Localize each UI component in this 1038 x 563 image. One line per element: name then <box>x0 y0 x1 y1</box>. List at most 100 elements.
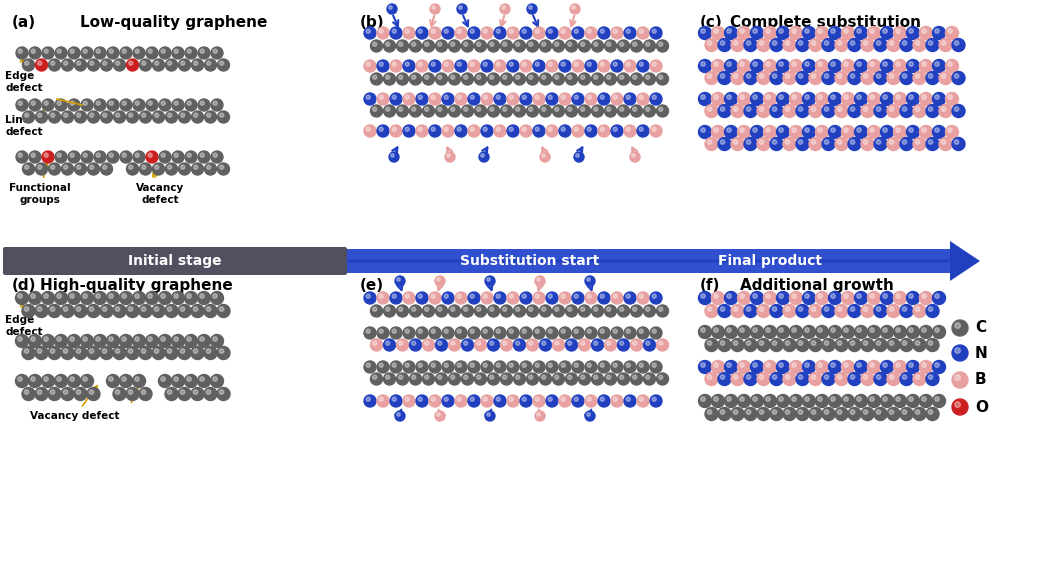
Circle shape <box>624 361 636 373</box>
Circle shape <box>733 341 738 345</box>
Circle shape <box>639 329 644 333</box>
Circle shape <box>113 59 126 71</box>
Circle shape <box>57 49 61 53</box>
Circle shape <box>213 377 217 381</box>
Circle shape <box>81 292 93 305</box>
Circle shape <box>574 29 578 33</box>
Circle shape <box>412 341 416 345</box>
Circle shape <box>83 337 87 341</box>
Circle shape <box>939 137 952 150</box>
Circle shape <box>850 107 855 111</box>
Circle shape <box>798 410 802 414</box>
Circle shape <box>868 395 880 408</box>
Text: C: C <box>975 320 986 336</box>
Circle shape <box>868 292 880 305</box>
Circle shape <box>764 325 776 338</box>
Circle shape <box>874 305 887 318</box>
Circle shape <box>856 95 862 99</box>
Circle shape <box>516 375 520 379</box>
Circle shape <box>714 29 718 33</box>
Circle shape <box>464 42 468 46</box>
Circle shape <box>35 305 48 318</box>
Circle shape <box>63 61 67 65</box>
Circle shape <box>50 307 55 311</box>
Circle shape <box>720 375 725 379</box>
Circle shape <box>896 328 900 332</box>
Circle shape <box>618 305 629 317</box>
Circle shape <box>932 92 946 105</box>
Circle shape <box>578 105 591 117</box>
Circle shape <box>699 395 711 408</box>
Circle shape <box>701 294 706 298</box>
Circle shape <box>444 62 448 66</box>
Circle shape <box>405 363 409 367</box>
Circle shape <box>624 292 636 304</box>
Circle shape <box>75 59 86 71</box>
Circle shape <box>909 95 913 99</box>
Circle shape <box>792 294 796 298</box>
Circle shape <box>174 101 179 105</box>
Circle shape <box>161 101 165 105</box>
Circle shape <box>141 348 145 354</box>
Circle shape <box>425 42 429 46</box>
Circle shape <box>526 339 539 351</box>
Circle shape <box>842 360 854 373</box>
Circle shape <box>61 111 74 123</box>
Circle shape <box>757 305 770 318</box>
Circle shape <box>864 375 868 379</box>
Circle shape <box>804 328 810 332</box>
Circle shape <box>650 60 662 72</box>
Circle shape <box>133 99 145 111</box>
Circle shape <box>457 95 461 99</box>
Circle shape <box>392 29 397 33</box>
Circle shape <box>422 40 435 52</box>
Text: N: N <box>975 346 988 360</box>
Circle shape <box>173 294 179 298</box>
Circle shape <box>141 390 145 394</box>
Circle shape <box>76 307 81 311</box>
Circle shape <box>431 397 435 401</box>
Circle shape <box>377 327 389 339</box>
Circle shape <box>637 327 649 339</box>
Circle shape <box>457 397 461 401</box>
Circle shape <box>828 325 842 338</box>
Circle shape <box>613 95 618 99</box>
Circle shape <box>44 294 49 298</box>
Circle shape <box>824 307 828 311</box>
Circle shape <box>172 151 184 163</box>
Circle shape <box>191 163 203 175</box>
Circle shape <box>928 140 933 144</box>
Circle shape <box>455 395 467 407</box>
Circle shape <box>474 73 487 85</box>
Circle shape <box>778 95 784 99</box>
Circle shape <box>373 307 377 311</box>
Circle shape <box>705 305 718 318</box>
Circle shape <box>733 140 738 144</box>
Circle shape <box>746 375 750 379</box>
Circle shape <box>705 408 718 421</box>
Circle shape <box>31 101 35 105</box>
Text: (e): (e) <box>360 278 384 293</box>
Circle shape <box>913 338 926 351</box>
Circle shape <box>109 294 113 298</box>
Circle shape <box>922 328 926 332</box>
Circle shape <box>568 107 572 111</box>
Circle shape <box>856 294 862 298</box>
Circle shape <box>490 375 494 379</box>
Circle shape <box>392 397 397 401</box>
Circle shape <box>16 292 28 305</box>
Circle shape <box>572 361 584 373</box>
Circle shape <box>522 363 526 367</box>
Text: Initial stage: Initial stage <box>128 254 222 268</box>
Circle shape <box>516 341 520 345</box>
Circle shape <box>101 59 112 71</box>
Circle shape <box>200 101 204 105</box>
Circle shape <box>429 361 441 373</box>
Circle shape <box>403 292 415 304</box>
Circle shape <box>711 92 725 105</box>
Circle shape <box>809 373 822 386</box>
Circle shape <box>611 327 623 339</box>
Circle shape <box>542 107 546 111</box>
Circle shape <box>920 60 932 73</box>
Circle shape <box>864 74 868 78</box>
